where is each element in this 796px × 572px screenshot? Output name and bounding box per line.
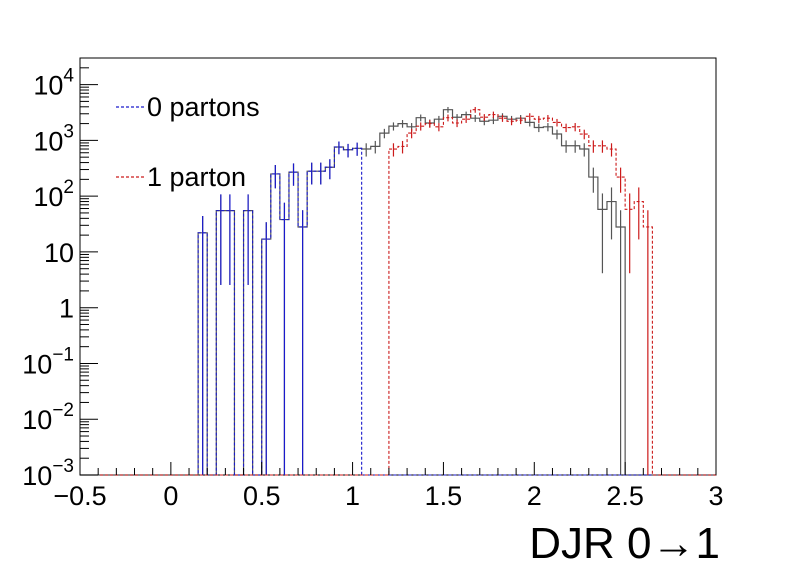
y-tick-label: 10−1: [22, 344, 74, 379]
x-tick-label: 2: [527, 481, 542, 511]
legend-label-0-partons: 0 partons: [147, 92, 260, 122]
legend-label-1-parton: 1 parton: [147, 162, 246, 192]
x-tick-label: 1: [345, 481, 360, 511]
x-axis-title: DJR 0→1: [529, 519, 720, 568]
x-tick-label: 2.5: [606, 481, 644, 511]
y-tick-label: 104: [33, 66, 74, 101]
series-line-0-partons: [80, 146, 716, 476]
y-tick-label: 103: [33, 121, 74, 156]
legend: 0 partons 1 parton: [116, 92, 260, 192]
x-tick-label: 1.5: [425, 481, 463, 511]
y-tick-label: 10−2: [22, 400, 74, 435]
y-tick-label: 10−3: [22, 456, 74, 491]
y-tick-label: 1: [59, 294, 74, 324]
x-tick-label: −0.5: [53, 481, 106, 511]
y-tick-label: 10: [44, 238, 74, 268]
y-tick-label: 102: [33, 177, 74, 212]
y-axis: 10−3 10−2 10−1 1 10 102 103 104: [22, 57, 98, 491]
x-tick-label: 0: [163, 481, 178, 511]
histogram-layer: [80, 106, 716, 476]
plot-frame: [79, 57, 717, 476]
x-axis: −0.5 0 0.5 1 1.5 2 2.5 3: [53, 462, 724, 511]
x-tick-label: 3: [708, 481, 723, 511]
x-tick-label: 0.5: [243, 481, 281, 511]
